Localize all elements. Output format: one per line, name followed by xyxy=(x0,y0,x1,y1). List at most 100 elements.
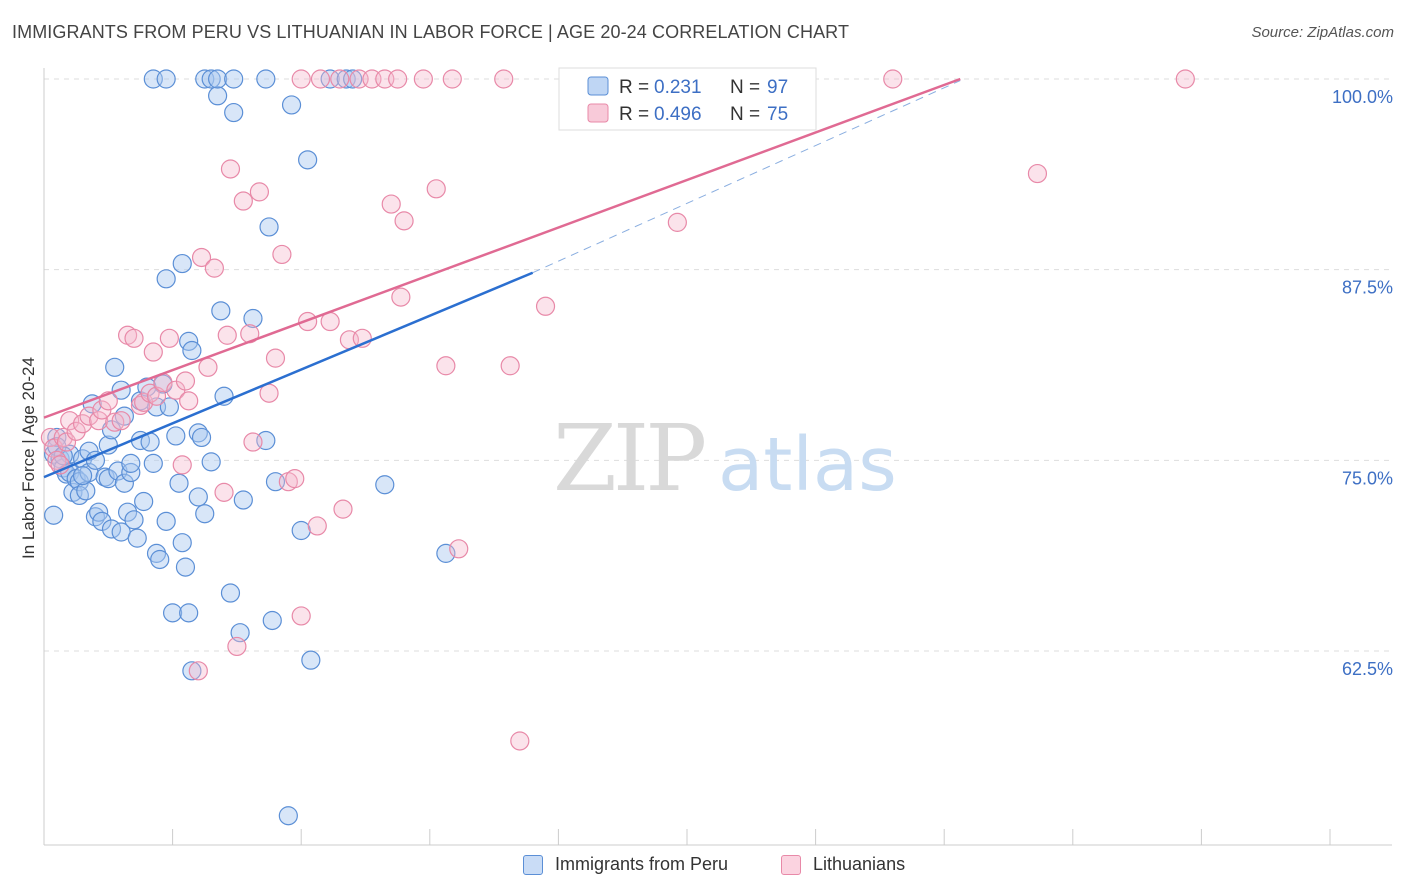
lithuanian-point xyxy=(426,179,446,199)
peru-point xyxy=(375,475,395,495)
peru-point xyxy=(262,610,282,631)
peru-point xyxy=(134,491,154,512)
peru-point xyxy=(44,505,64,525)
peru-point xyxy=(156,69,176,89)
peru-point xyxy=(224,69,244,89)
lithuanian-point xyxy=(307,516,327,536)
lithuanian-point xyxy=(413,69,433,89)
peru-point xyxy=(224,102,244,123)
lithuanian-point xyxy=(1175,69,1195,89)
peru-point xyxy=(201,452,221,472)
peru-point xyxy=(211,301,231,321)
lithuanian-point xyxy=(198,357,218,377)
peru-point xyxy=(208,86,228,106)
lithuanian-point xyxy=(143,342,163,362)
lithuanian-point xyxy=(188,661,208,681)
peru-point xyxy=(182,340,202,361)
peru-point xyxy=(150,549,170,570)
peru-point xyxy=(159,397,179,417)
series-lithuanians-points xyxy=(40,69,1195,751)
peru-point xyxy=(220,583,241,603)
peru-point xyxy=(169,473,189,493)
lithuanian-point xyxy=(330,69,350,89)
lithuanian-point xyxy=(214,482,234,502)
peru-point xyxy=(156,269,176,289)
legend-lith-r-label: R = xyxy=(619,104,649,125)
lithuanian-point xyxy=(66,421,86,441)
lithuanian-point xyxy=(394,211,414,231)
lithuanian-point xyxy=(220,159,241,179)
lithuanian-point xyxy=(172,455,192,475)
peru-point xyxy=(291,520,311,541)
legend-lith-n-value: 75 xyxy=(767,104,788,125)
peru-point xyxy=(188,487,208,507)
lithuanian-point xyxy=(124,328,144,348)
lithuanian-point xyxy=(159,328,179,348)
bottom-legend-peru: Immigrants from Peru xyxy=(523,854,728,875)
gridlines xyxy=(44,78,1392,652)
lithuanian-point xyxy=(265,348,286,368)
peru-point xyxy=(436,543,456,563)
lithuanian-point xyxy=(285,469,305,489)
y-axis-label: In Labor Force | Age 20-24 xyxy=(19,357,38,559)
lithuanian-point xyxy=(510,731,530,751)
peru-point xyxy=(259,217,279,237)
y-tick-label: 62.5% xyxy=(1342,659,1393,679)
peru-point xyxy=(156,511,176,531)
lithuanian-point xyxy=(500,356,520,376)
y-tick-label: 87.5% xyxy=(1342,278,1393,298)
lithuanian-trend-line xyxy=(43,77,961,419)
legend-peru-r-label: R = xyxy=(619,77,649,98)
trend-lines xyxy=(43,77,961,479)
peru-point xyxy=(175,557,196,577)
y-tick-labels: 100.0% 87.5% 75.0% 62.5% xyxy=(1332,87,1393,679)
watermark: ZIP atlas xyxy=(553,405,897,512)
lithuanian-point xyxy=(175,371,196,391)
bottom-legend-lith-swatch xyxy=(781,854,801,875)
lithuanian-point xyxy=(272,244,292,265)
peru-point xyxy=(117,502,138,522)
peru-point xyxy=(105,357,125,377)
peru-point xyxy=(233,490,253,510)
lithuanian-point xyxy=(333,499,353,519)
lithuanian-point xyxy=(1027,163,1048,184)
peru-trend-line xyxy=(43,271,534,479)
peru-point xyxy=(320,69,340,89)
peru-point xyxy=(121,453,141,473)
axes xyxy=(43,68,1392,846)
legend-box: R = 0.231 N = 97 R = 0.496 N = 75 xyxy=(558,67,817,131)
lithuanian-point xyxy=(381,194,401,214)
peru-point xyxy=(191,427,212,448)
lithuanian-point xyxy=(442,69,462,89)
peru-point xyxy=(243,308,263,329)
lithuanian-point xyxy=(449,539,469,559)
lithuanian-point xyxy=(179,391,199,411)
lithuanian-point xyxy=(535,296,556,316)
peru-point xyxy=(124,510,144,530)
peru-point xyxy=(172,253,192,274)
scatter-chart: ZIP atlas 100.0%87.5%75.0%62.5% 0.0%40.0… xyxy=(19,67,1393,846)
bottom-legend-lith-label: Lithuanians xyxy=(813,854,906,874)
source-credit: Source: ZipAtlas.com xyxy=(1251,24,1394,41)
chart-title: IMMIGRANTS FROM PERU VS LITHUANIAN IN LA… xyxy=(12,22,850,42)
lithuanian-point xyxy=(191,247,212,268)
lithuanian-point xyxy=(111,411,131,431)
legend-lith-swatch xyxy=(587,103,609,123)
legend-lith-n-label: N = xyxy=(730,104,760,125)
peru-point xyxy=(76,481,96,501)
bottom-legend-lith: Lithuanians xyxy=(781,854,905,875)
peru-point xyxy=(182,661,202,681)
lithuanian-point xyxy=(56,432,77,452)
peru-point xyxy=(179,603,199,623)
watermark-zip: ZIP xyxy=(553,405,704,512)
peru-point xyxy=(72,465,93,486)
series-peru-points xyxy=(44,69,456,826)
legend-peru-r-value: 0.231 xyxy=(654,77,702,98)
lithuanian-point xyxy=(310,69,331,89)
legend-peru-swatch xyxy=(587,76,609,96)
peru-point xyxy=(166,426,186,446)
peru-point xyxy=(163,603,183,623)
lithuanian-point xyxy=(391,287,411,307)
lithuanian-point xyxy=(298,311,318,332)
peru-point xyxy=(172,533,192,553)
